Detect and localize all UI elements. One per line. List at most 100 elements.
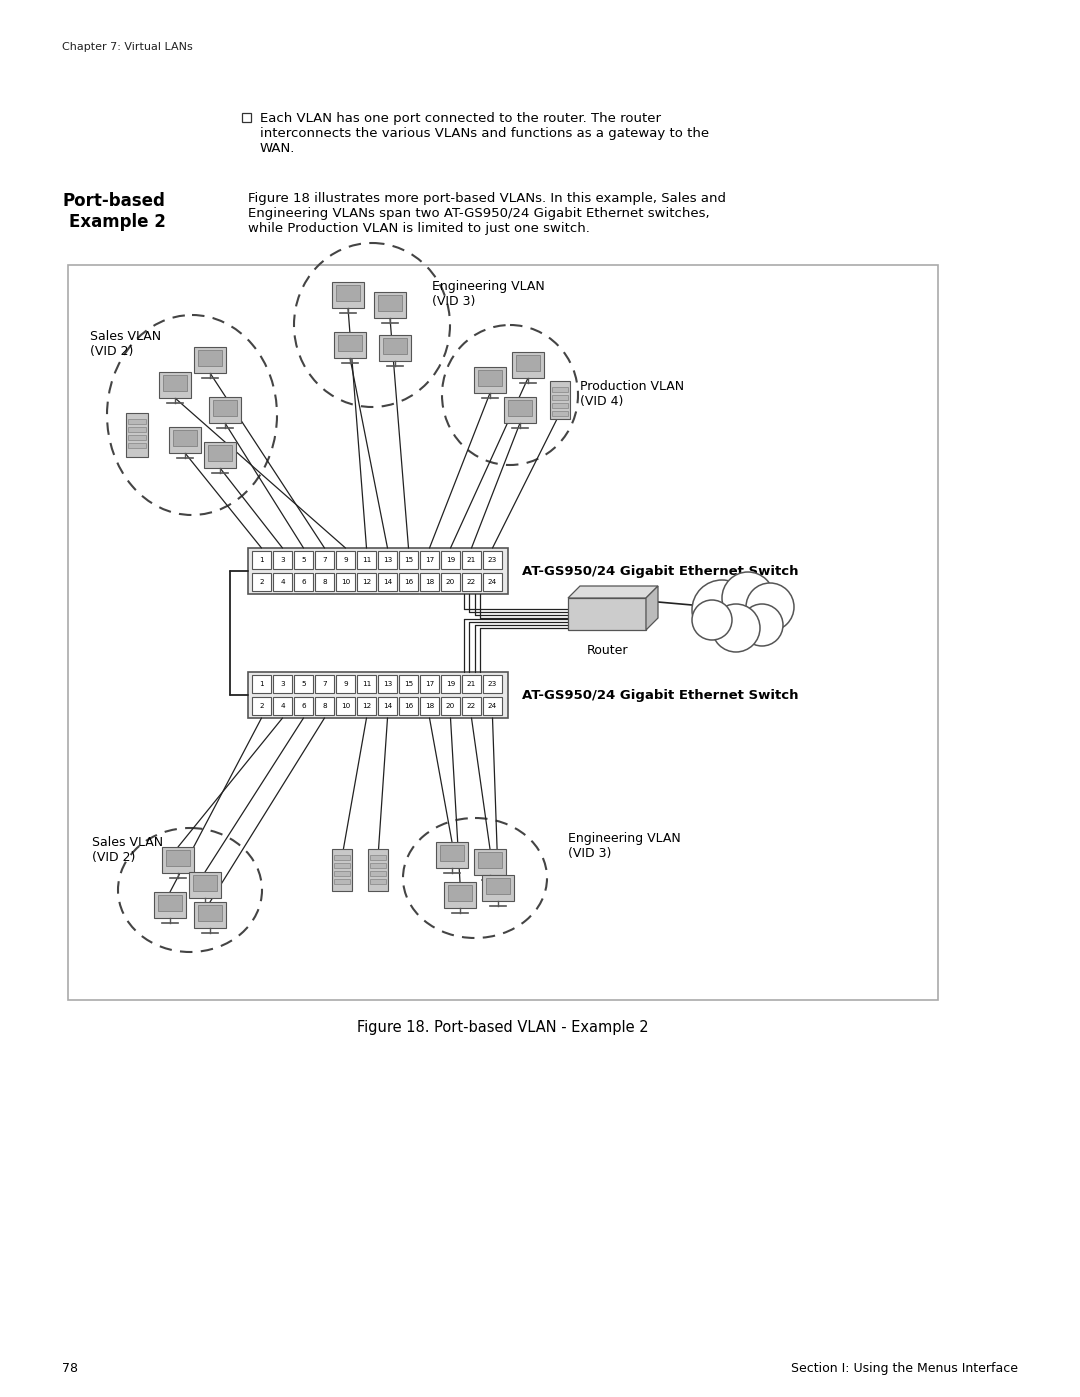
Text: Router: Router: [586, 644, 627, 657]
Bar: [252, 675, 271, 693]
Bar: [444, 882, 476, 908]
Bar: [204, 441, 237, 468]
Text: 10: 10: [341, 703, 350, 710]
Text: Sales VLAN
(VID 2): Sales VLAN (VID 2): [92, 835, 163, 863]
Text: 23: 23: [488, 557, 497, 563]
Bar: [399, 697, 418, 715]
Text: 78: 78: [62, 1362, 78, 1375]
Bar: [441, 573, 460, 591]
Text: WAN: WAN: [705, 598, 739, 612]
Bar: [552, 402, 568, 408]
Text: 15: 15: [404, 557, 414, 563]
Bar: [420, 675, 438, 693]
Text: 13: 13: [383, 680, 392, 687]
Bar: [166, 851, 189, 866]
Bar: [474, 367, 507, 393]
Text: AT-GS950/24 Gigabit Ethernet Switch: AT-GS950/24 Gigabit Ethernet Switch: [522, 689, 798, 701]
Bar: [378, 295, 402, 312]
Bar: [189, 872, 221, 898]
Bar: [193, 875, 216, 891]
Bar: [420, 573, 438, 591]
Bar: [336, 573, 355, 591]
Bar: [248, 672, 508, 718]
Bar: [552, 395, 568, 400]
Bar: [315, 573, 334, 591]
Text: 13: 13: [383, 557, 392, 563]
Bar: [436, 842, 468, 868]
Bar: [486, 879, 510, 894]
Polygon shape: [646, 585, 658, 630]
Text: 22: 22: [467, 703, 476, 710]
Circle shape: [723, 571, 774, 624]
Bar: [337, 285, 360, 302]
Bar: [273, 697, 292, 715]
Bar: [294, 675, 313, 693]
Bar: [378, 550, 397, 569]
Bar: [370, 870, 386, 876]
Text: 15: 15: [404, 680, 414, 687]
Text: 11: 11: [362, 680, 372, 687]
Bar: [383, 338, 406, 355]
Text: 12: 12: [362, 703, 372, 710]
Text: 20: 20: [446, 703, 455, 710]
Bar: [129, 427, 146, 432]
Text: 5: 5: [301, 680, 306, 687]
Text: 17: 17: [424, 557, 434, 563]
Bar: [336, 697, 355, 715]
Text: 5: 5: [301, 557, 306, 563]
Bar: [332, 282, 364, 307]
Text: 2: 2: [259, 703, 264, 710]
Bar: [552, 387, 568, 393]
Text: AT-GS950/24 Gigabit Ethernet Switch: AT-GS950/24 Gigabit Ethernet Switch: [522, 564, 798, 577]
Bar: [159, 372, 191, 398]
Text: 19: 19: [446, 680, 455, 687]
Text: 16: 16: [404, 578, 414, 585]
Bar: [252, 550, 271, 569]
Bar: [478, 852, 501, 869]
Bar: [504, 397, 536, 423]
Text: 2: 2: [259, 578, 264, 585]
Text: 9: 9: [343, 557, 348, 563]
Bar: [315, 675, 334, 693]
Text: Engineering VLAN
(VID 3): Engineering VLAN (VID 3): [568, 833, 680, 861]
Bar: [336, 550, 355, 569]
Text: 20: 20: [446, 578, 455, 585]
Bar: [334, 863, 350, 868]
Text: 17: 17: [424, 680, 434, 687]
Text: Figure 18 illustrates more port-based VLANs. In this example, Sales and
Engineer: Figure 18 illustrates more port-based VL…: [248, 191, 726, 235]
Bar: [462, 675, 481, 693]
Bar: [334, 870, 350, 876]
Bar: [462, 573, 481, 591]
Text: 4: 4: [280, 578, 285, 585]
Bar: [162, 847, 194, 873]
Bar: [483, 573, 502, 591]
Text: 24: 24: [488, 578, 497, 585]
Bar: [378, 697, 397, 715]
Bar: [199, 351, 221, 366]
Bar: [483, 697, 502, 715]
Bar: [210, 397, 241, 423]
Text: 6: 6: [301, 703, 306, 710]
Bar: [294, 550, 313, 569]
Text: 14: 14: [383, 703, 392, 710]
Bar: [399, 573, 418, 591]
Bar: [315, 550, 334, 569]
Bar: [252, 697, 271, 715]
Polygon shape: [568, 585, 658, 598]
Bar: [163, 376, 187, 391]
Bar: [516, 355, 540, 372]
Bar: [336, 675, 355, 693]
Bar: [208, 446, 231, 461]
Text: 11: 11: [362, 557, 372, 563]
Bar: [462, 550, 481, 569]
Text: Each VLAN has one port connected to the router. The router
interconnects the var: Each VLAN has one port connected to the …: [260, 112, 710, 155]
Text: Chapter 7: Virtual LANs: Chapter 7: Virtual LANs: [62, 42, 192, 52]
Text: 3: 3: [280, 557, 285, 563]
Bar: [68, 265, 939, 1000]
Bar: [483, 550, 502, 569]
Bar: [252, 573, 271, 591]
Bar: [370, 863, 386, 868]
Bar: [248, 548, 508, 594]
Circle shape: [741, 604, 783, 645]
Circle shape: [692, 599, 732, 640]
